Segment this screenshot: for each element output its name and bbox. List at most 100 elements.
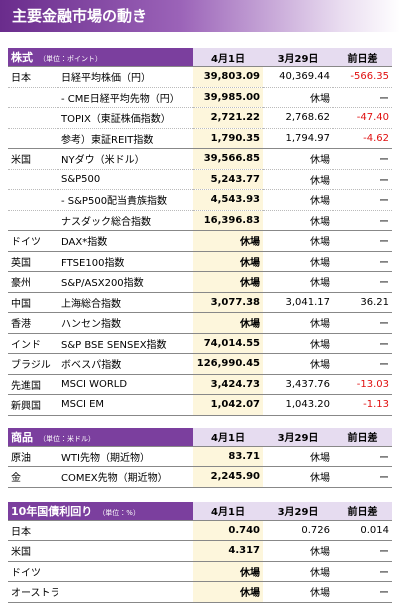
- value-current: 3,077.38: [193, 291, 263, 313]
- change: ー: [333, 86, 392, 108]
- change: ー: [333, 250, 392, 272]
- value-previous: 休場: [263, 312, 333, 333]
- value-previous: 休場: [263, 445, 333, 467]
- country: 新興国: [8, 394, 58, 416]
- value-previous: 休場: [263, 332, 333, 354]
- value-previous: 休場: [263, 581, 333, 603]
- country: オーストラリア: [8, 581, 58, 603]
- column-header: 4月1日: [193, 501, 263, 520]
- table-row: インド S&P BSE SENSEX指数 74,014.55 休場ー: [8, 332, 392, 354]
- table-row: 日本 日経平均株価（円） 39,803.09 40,369.44 -566.35: [8, 66, 392, 87]
- section-unit: （単位：米ドル）: [39, 434, 95, 443]
- table-row: 新興国 MSCI EM 1,042.07 1,043.20 -1.13: [8, 394, 392, 416]
- table-row: S&P500 5,243.77 休場ー: [8, 168, 392, 190]
- change: ー: [333, 466, 392, 488]
- value-current: 休場: [193, 271, 263, 292]
- change: ー: [333, 209, 392, 231]
- value-current: 39,985.00: [193, 86, 263, 108]
- value-previous: 休場: [263, 209, 333, 231]
- index-name: - CME日経平均先物（円）: [58, 86, 193, 108]
- country-empty: [8, 107, 58, 128]
- country: 米国: [8, 148, 58, 169]
- change: -4.62: [333, 127, 392, 149]
- section-header: 10年国債利回り （単位：%） 4月1日 3月29日 前日差: [8, 501, 392, 520]
- table-row: 参考）東証REIT指数 1,790.35 1,794.97 -4.62: [8, 127, 392, 149]
- index-name: DAX*指数: [58, 230, 193, 251]
- section-header: 商品 （単位：米ドル） 4月1日 3月29日 前日差: [8, 427, 392, 446]
- index-name: COMEX先物（期近物）: [58, 466, 193, 488]
- section-table: 商品 （単位：米ドル） 4月1日 3月29日 前日差 原油 WTI先物（期近物） 83.71 休…: [8, 427, 392, 488]
- value-current: 5,243.77: [193, 168, 263, 190]
- value-previous: 休場: [263, 189, 333, 210]
- index-name: 上海総合指数: [58, 291, 193, 313]
- index-name: ハンセン指数: [58, 312, 193, 333]
- change: -1.13: [333, 394, 392, 416]
- index-name-empty: [58, 581, 193, 603]
- table-row: 金 COMEX先物（期近物） 2,245.90 休場ー: [8, 466, 392, 488]
- table-row: TOPIX（東証株価指数） 2,721.22 2,768.62 -47.40: [8, 107, 392, 128]
- column-header: 4月1日: [193, 427, 263, 446]
- value-current: 0.740: [193, 519, 263, 541]
- value-current: 39,566.85: [193, 148, 263, 169]
- value-current: 1,042.07: [193, 394, 263, 416]
- change: ー: [333, 271, 392, 292]
- section-title: 10年国債利回り: [11, 504, 93, 518]
- table-row: ドイツ 休場 休場ー: [8, 560, 392, 582]
- value-previous: 休場: [263, 540, 333, 561]
- change: -566.35: [333, 66, 392, 87]
- value-previous: 2,768.62: [263, 107, 333, 128]
- country: ドイツ: [8, 230, 58, 251]
- change: -13.03: [333, 373, 392, 395]
- change: ー: [333, 312, 392, 333]
- value-previous: 1,043.20: [263, 394, 333, 416]
- country: インド: [8, 332, 58, 354]
- index-name: 日経平均株価（円）: [58, 66, 193, 87]
- section-header: 株式 （単位：ポイント） 4月1日 3月29日 前日差: [8, 48, 392, 67]
- change: ー: [333, 332, 392, 354]
- country-empty: [8, 86, 58, 108]
- section-table: 10年国債利回り （単位：%） 4月1日 3月29日 前日差 日本 0.740 0.726 0.…: [8, 501, 392, 603]
- table-row: ブラジル ボベスパ指数 126,990.45 休場ー: [8, 353, 392, 374]
- table-row: - CME日経平均先物（円） 39,985.00 休場ー: [8, 86, 392, 108]
- index-name: NYダウ（米ドル）: [58, 148, 193, 169]
- value-previous: 休場: [263, 168, 333, 190]
- country: ブラジル: [8, 353, 58, 374]
- index-name: S&P BSE SENSEX指数: [58, 332, 193, 354]
- index-name-empty: [58, 540, 193, 561]
- value-previous: 3,437.76: [263, 373, 333, 395]
- table-row: ドイツ DAX*指数 休場 休場ー: [8, 230, 392, 251]
- section-unit: （単位：%）: [98, 508, 140, 517]
- value-current: 1,790.35: [193, 127, 263, 149]
- column-header: 3月29日: [263, 501, 333, 520]
- change: ー: [333, 353, 392, 374]
- value-current: 16,396.83: [193, 209, 263, 231]
- value-current: 4,543.93: [193, 189, 263, 210]
- column-header: 4月1日: [193, 48, 263, 67]
- page-title: 主要金融市場の動き: [0, 0, 400, 32]
- change: ー: [333, 189, 392, 210]
- table-row: - S&P500配当貴族指数 4,543.93 休場ー: [8, 189, 392, 210]
- index-name: S&P/ASX200指数: [58, 271, 193, 292]
- value-current: 2,245.90: [193, 466, 263, 488]
- section-title: 株式: [11, 51, 33, 64]
- country-empty: [8, 189, 58, 210]
- country-empty: [8, 168, 58, 190]
- table-row: オーストラリア休場休場ー: [8, 581, 392, 603]
- value-current: 39,803.09: [193, 66, 263, 87]
- country: 原油: [8, 445, 58, 467]
- table-row: 英国 FTSE100指数 休場 休場ー: [8, 250, 392, 272]
- column-header: 3月29日: [263, 427, 333, 446]
- country: ドイツ: [8, 560, 58, 582]
- value-current: 休場: [193, 581, 263, 603]
- section-title: 商品: [11, 430, 33, 444]
- value-previous: 3,041.17: [263, 291, 333, 313]
- change: ー: [333, 560, 392, 582]
- index-name: S&P500: [58, 168, 193, 190]
- index-name-empty: [58, 519, 193, 541]
- index-name: ナスダック総合指数: [58, 209, 193, 231]
- index-name: ボベスパ指数: [58, 353, 193, 374]
- index-name: FTSE100指数: [58, 250, 193, 272]
- country: 日本: [8, 519, 58, 541]
